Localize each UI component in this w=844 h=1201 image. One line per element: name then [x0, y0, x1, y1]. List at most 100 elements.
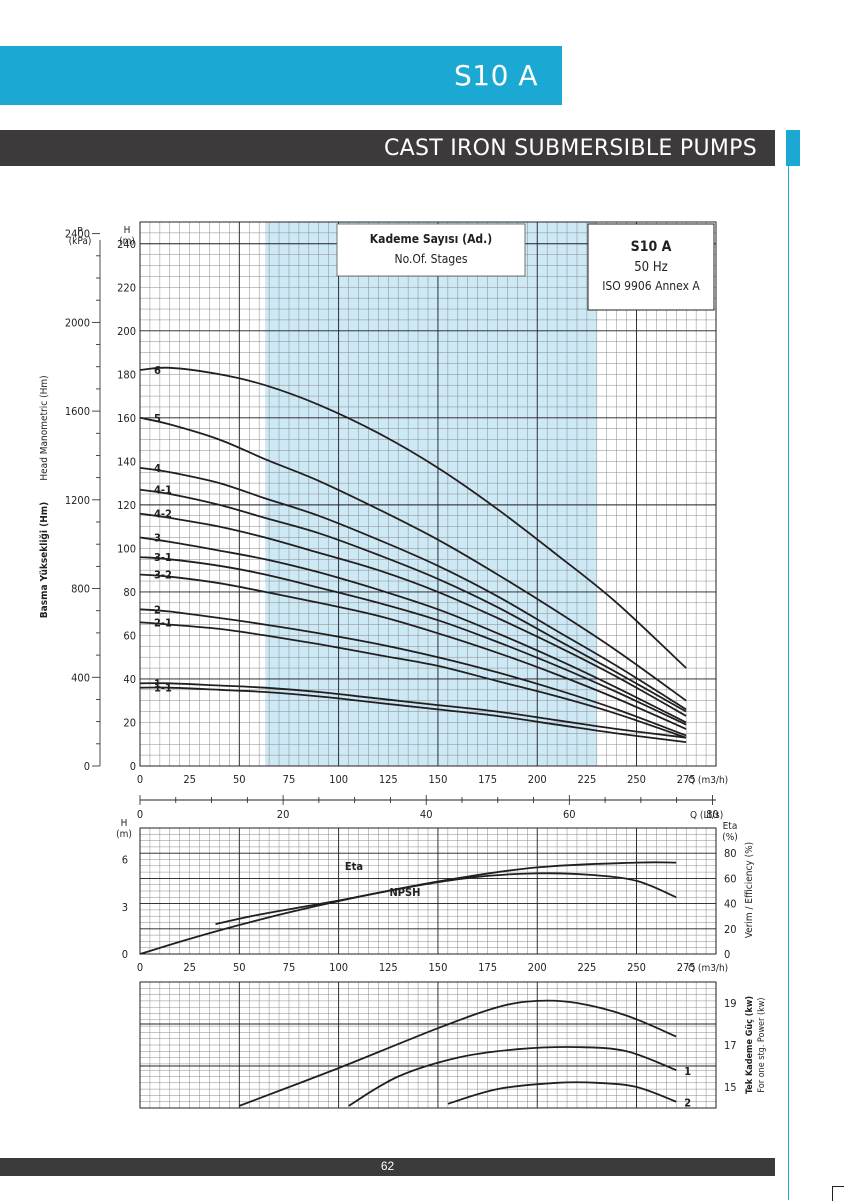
x-tick-label: 200: [528, 773, 547, 786]
stages-legend-title: Kademe Sayısı (Ad.): [370, 232, 492, 246]
curve-label-3-2: 3-2: [154, 569, 172, 582]
side-line: [788, 166, 789, 1200]
curve-label-1: 1: [154, 677, 161, 690]
head-curve-6: [139, 366, 687, 669]
power-axis-label-en: For one stg. Power (kw): [757, 997, 767, 1092]
p-tick-label: 1200: [65, 494, 90, 507]
lts-tick-label: 60: [563, 808, 576, 821]
eta-axis-label: Eta: [723, 821, 738, 832]
npsh-axis-label: H: [121, 818, 128, 829]
p-tick-label: 0: [84, 760, 90, 773]
p-tick-label: 2000: [65, 316, 90, 329]
x-tick-label: 0: [137, 773, 143, 786]
eta-x-tick-label: 25: [183, 961, 196, 974]
page-number: 62: [380, 1159, 395, 1173]
y-tick-label: 20: [123, 716, 136, 729]
head-curve-1: [139, 682, 687, 739]
x-tick-label: 50: [233, 773, 246, 786]
legend-boxes: Kademe Sayısı (Ad.) No.Of. Stages S10 A 50 …: [336, 223, 715, 311]
crop-mark: [832, 1186, 844, 1201]
eta-tick-label: 60: [724, 872, 737, 885]
npsh-tick-label: 3: [122, 901, 128, 914]
eta-x-tick-label: 200: [528, 961, 547, 974]
eta-x-tick-label: 275: [677, 961, 696, 974]
power-tick-label: 15: [724, 1081, 737, 1094]
y-tick-label: 240: [117, 238, 136, 251]
power-tick-label: 19: [724, 997, 737, 1010]
eta-tick-label: 20: [724, 923, 737, 936]
eta-x-tick-label: 175: [478, 961, 497, 974]
eta-x-tick-label: 0: [137, 961, 143, 974]
efficiency-rotated-label: Verim / Efficiency (%): [744, 842, 755, 938]
curve-label-5: 5: [154, 412, 161, 425]
y-tick-label: 40: [123, 673, 136, 686]
power-tick-label: 17: [724, 1039, 737, 1052]
eta-tick-label: 0: [724, 948, 730, 961]
y-tick-label: 100: [117, 542, 136, 555]
curve-label-3: 3: [154, 532, 161, 545]
eta-tick-label: 80: [724, 847, 737, 860]
plot-frame: [139, 221, 717, 767]
y-tick-label: 200: [117, 325, 136, 338]
p-axis-unit: (kPa): [69, 236, 92, 247]
footer-bar: 62: [0, 1158, 775, 1176]
flow-lts-axis: 0 20 40 60 80Q (Lt/s): [137, 795, 723, 821]
p-axis-label: P: [77, 226, 83, 237]
curve-label-2-1: 2-1: [154, 616, 172, 629]
y-tick-label: 80: [123, 586, 136, 599]
eta-x-tick-label: 225: [577, 961, 596, 974]
x-tick-label: 275: [677, 773, 696, 786]
head-curve-4-2: [139, 512, 687, 717]
model-tab: S10 A: [0, 46, 562, 105]
eta-x-tick-label: 75: [283, 961, 296, 974]
basma-yuksekligi-label: Basma Yüksekliği (Hm): [38, 502, 50, 618]
eta-axis-unit: (%): [722, 832, 738, 843]
model-tab-label: S10 A: [454, 59, 538, 92]
model-info-standard: ISO 9906 Annex A: [602, 279, 700, 293]
power-curve-1: [348, 1046, 677, 1107]
power-chart: 15 17 19 Tek Kademe Güç (kw) For one stg. Po…: [139, 981, 767, 1110]
curve-label-3-1: 3-1: [154, 551, 172, 564]
p-tick-label: 1600: [65, 405, 90, 418]
y-axis-label: H: [124, 225, 131, 236]
head-curve-2: [139, 608, 687, 737]
lts-tick-label: 0: [137, 808, 143, 821]
x-tick-label: 100: [329, 773, 348, 786]
x-tick-label: 225: [577, 773, 596, 786]
head-curve-2-1: [139, 621, 687, 739]
lts-tick-label: 80: [706, 808, 719, 821]
eta-tick-label: 40: [724, 898, 737, 911]
model-info-frequency: 50 Hz: [634, 260, 668, 275]
power-curve-label-1: 1: [684, 1065, 691, 1078]
x-tick-label: 150: [428, 773, 447, 786]
x-tick-label: 75: [283, 773, 296, 786]
plot-frame: [139, 981, 717, 1109]
side-accent: [786, 130, 800, 166]
stages-legend-box: [336, 223, 526, 277]
model-info-title: S10 A: [631, 239, 672, 255]
curve-label-4: 4: [154, 462, 161, 475]
p-tick-label: 400: [71, 671, 90, 684]
x-tick-label: 175: [478, 773, 497, 786]
model-info-box: [587, 223, 715, 311]
lts-tick-label: 40: [420, 808, 433, 821]
y-tick-label: 60: [123, 629, 136, 642]
y-tick-label: 180: [117, 368, 136, 381]
y-tick-label: 160: [117, 412, 136, 425]
x-tick-label: 250: [627, 773, 646, 786]
curve-label-6: 6: [154, 364, 161, 377]
eta-x-tick-label: 100: [329, 961, 348, 974]
eta-x-tick-label: 150: [428, 961, 447, 974]
eta-curve-label: Eta: [345, 860, 363, 873]
x-tick-label: 125: [379, 773, 398, 786]
npsh-curve-label: NPSH: [390, 886, 421, 899]
section-title: CAST IRON SUBMERSIBLE PUMPS: [383, 136, 757, 161]
plot-frame: [139, 827, 717, 955]
head-curve-3-1: [139, 556, 687, 726]
curve-label-1-1: 1-1: [154, 682, 172, 695]
npsh-tick-label: 0: [122, 948, 128, 961]
npsh-axis-unit: (m): [116, 829, 132, 840]
y-tick-label: 140: [117, 455, 136, 468]
